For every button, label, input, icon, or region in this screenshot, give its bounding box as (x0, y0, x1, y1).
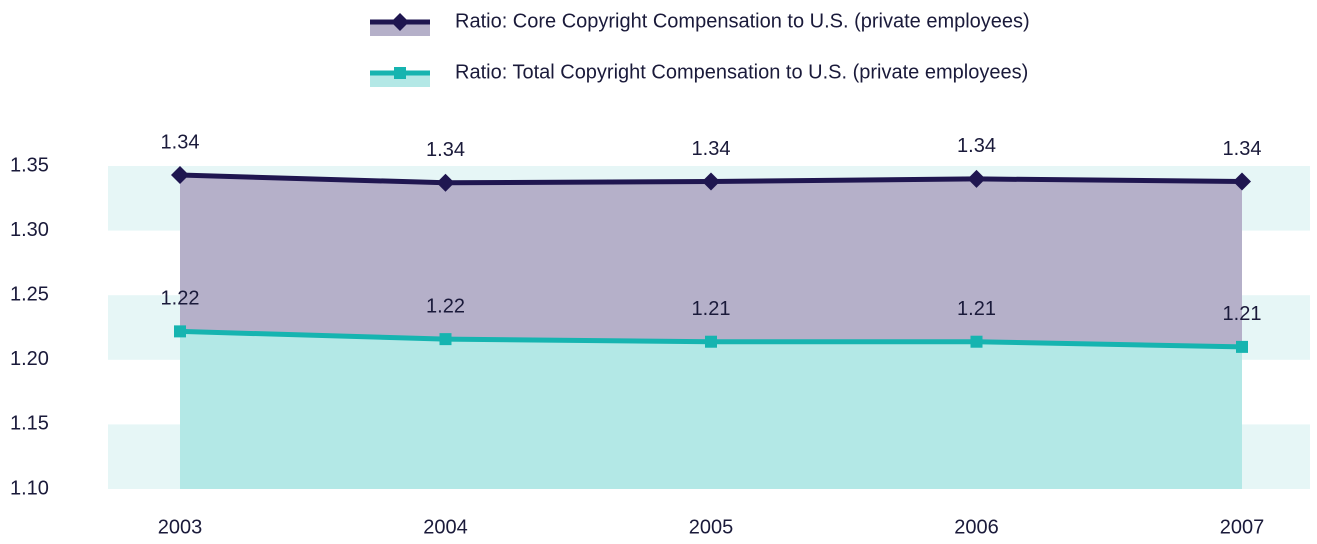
legend-label: Ratio: Core Copyright Compensation to U.… (455, 10, 1030, 32)
y-tick-label: 1.15 (10, 413, 49, 435)
marker (1236, 340, 1248, 353)
data-label: 1.34 (1223, 138, 1262, 160)
y-tick-label: 1.20 (10, 348, 49, 370)
data-label: 1.21 (692, 298, 731, 320)
area (180, 175, 1242, 347)
area (180, 331, 1242, 489)
legend-swatch (370, 73, 430, 87)
marker (1233, 172, 1251, 191)
data-label: 1.34 (692, 138, 731, 160)
x-tick-label: 2004 (423, 516, 468, 538)
legend-label: Ratio: Total Copyright Compensation to U… (455, 61, 1028, 83)
data-label: 1.34 (161, 131, 200, 153)
marker (174, 325, 186, 338)
marker (970, 335, 983, 348)
y-tick-label: 1.35 (10, 154, 49, 176)
x-tick-label: 2007 (1220, 516, 1265, 538)
legend-marker (394, 67, 406, 79)
marker (436, 173, 455, 192)
data-label: 1.34 (957, 135, 996, 157)
data-label: 1.22 (426, 295, 465, 317)
data-label: 1.21 (957, 298, 996, 320)
x-tick-label: 2005 (689, 516, 734, 538)
data-label: 1.21 (1223, 303, 1262, 325)
x-tick-label: 2003 (158, 516, 203, 538)
y-tick-label: 1.30 (10, 219, 49, 241)
marker (171, 166, 189, 185)
y-tick-label: 1.25 (10, 283, 49, 305)
y-tick-label: 1.10 (10, 477, 49, 499)
marker (702, 172, 720, 191)
data-label: 1.22 (161, 288, 200, 310)
legend-marker (391, 13, 409, 31)
marker (967, 169, 986, 188)
data-label: 1.34 (426, 139, 465, 161)
marker (705, 335, 717, 348)
x-tick-label: 2006 (954, 516, 999, 538)
marker (439, 333, 452, 346)
